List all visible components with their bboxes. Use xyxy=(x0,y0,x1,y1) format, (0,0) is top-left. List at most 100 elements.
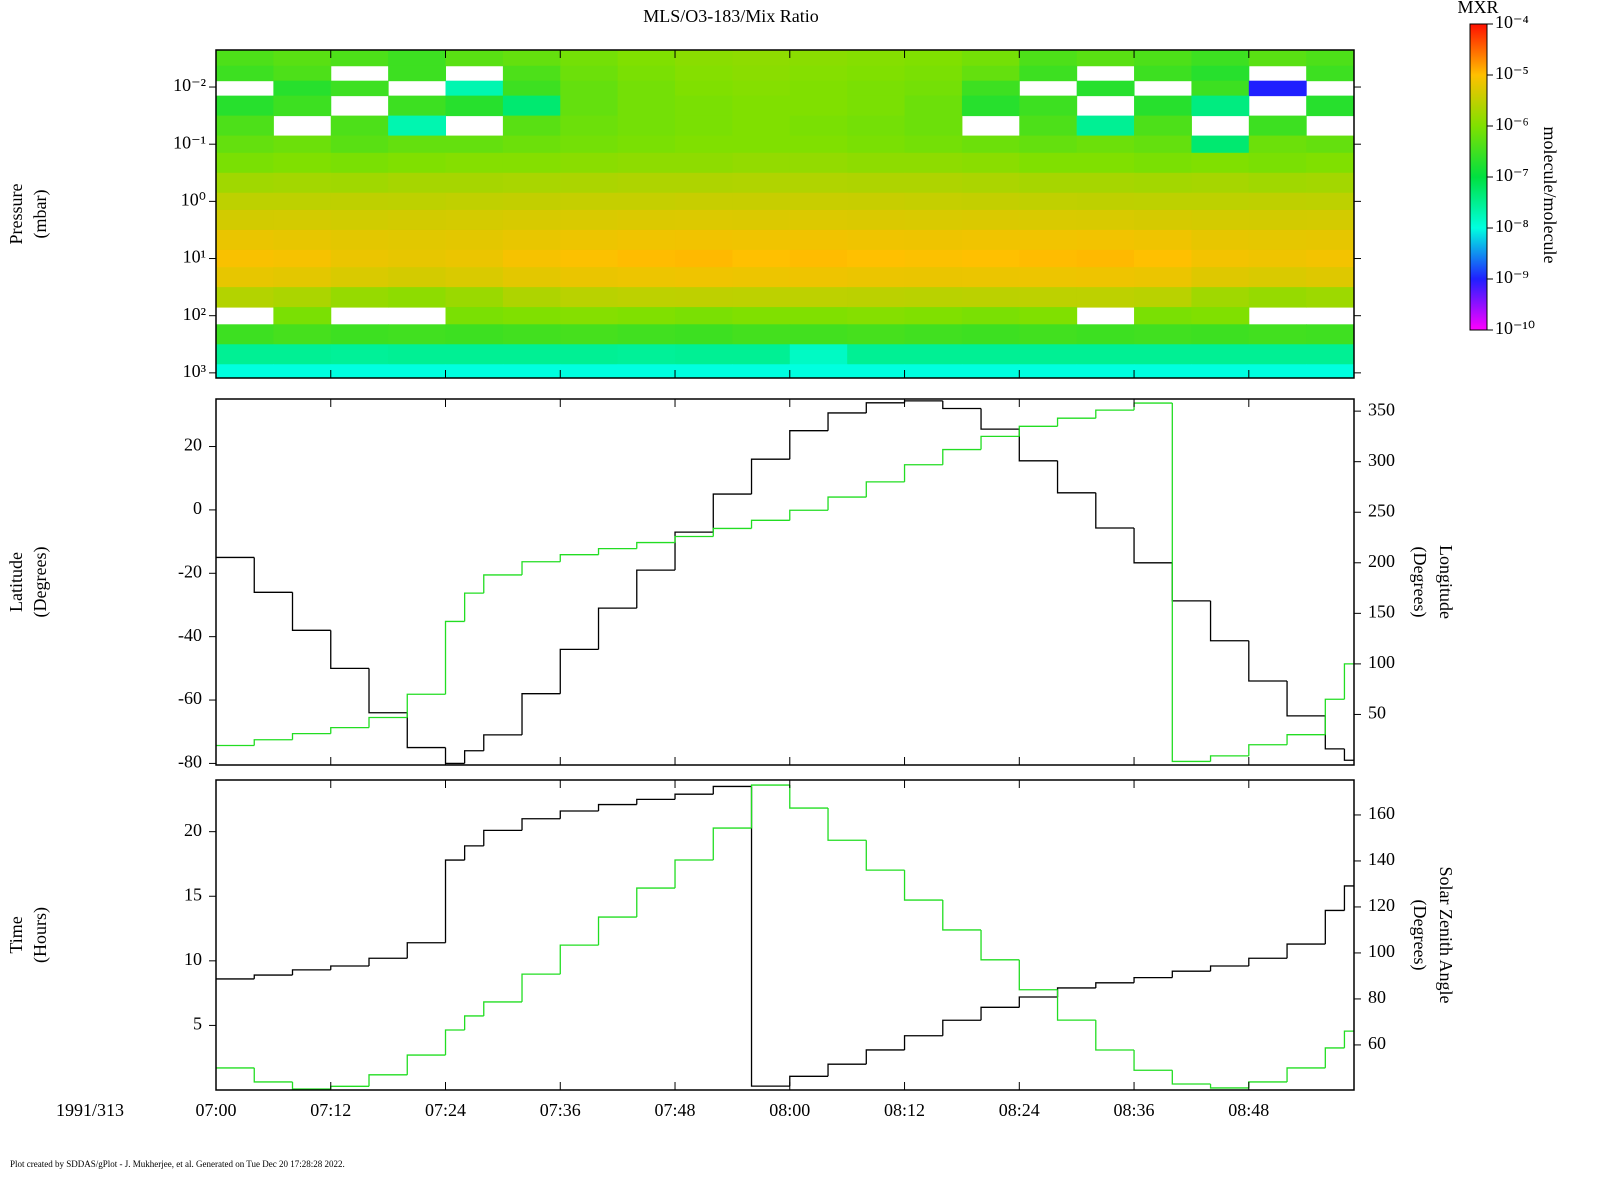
y2-axis-label: (Degrees) xyxy=(1409,547,1430,618)
heatmap-cell xyxy=(388,172,447,194)
heatmap-cell xyxy=(1248,152,1307,174)
date-label: 1991/313 xyxy=(56,1100,124,1120)
heatmap-cell xyxy=(1076,80,1135,97)
heatmap-cell xyxy=(502,249,561,268)
heatmap-cell xyxy=(1134,364,1192,379)
heatmap-cell xyxy=(1191,50,1250,67)
heatmap-cell xyxy=(789,192,848,211)
heatmap-cell xyxy=(1019,287,1078,308)
heatmap-cell xyxy=(617,344,676,365)
heatmap-cell xyxy=(617,95,676,117)
step-line xyxy=(330,726,370,734)
y2-tick-label: 50 xyxy=(1368,703,1386,723)
step-line xyxy=(942,1019,982,1036)
step-line xyxy=(1324,715,1345,750)
heatmap-cell xyxy=(330,50,389,67)
y-tick-label: 10¹ xyxy=(183,247,206,267)
step-line xyxy=(980,435,1020,450)
heatmap-cell xyxy=(560,267,619,288)
heatmap-cell xyxy=(273,152,332,174)
y-tick-label: 10⁰ xyxy=(181,189,206,209)
heatmap-cell xyxy=(1076,152,1135,174)
heatmap-cell xyxy=(1134,209,1192,231)
heatmap-cell xyxy=(732,229,791,251)
heatmap-cell xyxy=(502,152,561,174)
heatmap-cell xyxy=(732,115,791,137)
heatmap-cell xyxy=(1248,344,1307,365)
heatmap-cell xyxy=(1019,95,1078,117)
heatmap-cell xyxy=(904,287,963,308)
heatmap-cell xyxy=(1191,80,1250,97)
step-line xyxy=(521,973,561,1002)
y2-axis-label: Solar Zenith Angle xyxy=(1436,867,1456,1004)
step-line xyxy=(1324,1047,1345,1068)
step-line xyxy=(1133,976,1173,983)
step-line xyxy=(1018,996,1058,1008)
heatmap-cell xyxy=(1134,50,1192,67)
step-line xyxy=(368,716,408,728)
heatmap-cell xyxy=(847,80,906,97)
step-line xyxy=(1324,909,1345,945)
heatmap-cell xyxy=(961,209,1020,231)
heatmap-cell xyxy=(789,152,848,174)
heatmap-cell xyxy=(675,287,733,308)
heatmap-cell xyxy=(502,307,561,325)
heatmap-cell xyxy=(1019,50,1078,67)
step-line xyxy=(712,827,752,861)
heatmap-cell xyxy=(617,249,676,268)
heatmap-cell xyxy=(789,50,848,67)
heatmap-cell xyxy=(216,192,274,211)
step-line xyxy=(330,630,370,670)
colorbar-tick-label: 10⁻⁴ xyxy=(1495,12,1529,32)
heatmap-cell xyxy=(1191,287,1250,308)
step-line xyxy=(1095,982,1135,988)
heatmap-cell xyxy=(330,209,389,231)
step-line xyxy=(1209,755,1249,762)
heatmap-cell xyxy=(502,192,561,211)
heatmap-cell xyxy=(560,287,619,308)
step-line xyxy=(597,916,637,946)
heatmap-cell xyxy=(1076,344,1135,365)
heatmap-cell xyxy=(675,344,733,365)
heatmap-cell xyxy=(330,267,389,288)
step-line xyxy=(827,808,867,841)
step-line xyxy=(483,829,523,846)
heatmap-cell xyxy=(1076,192,1135,211)
heatmap-cell xyxy=(1134,152,1192,174)
heatmap-cell xyxy=(1019,267,1078,288)
heatmap-cell xyxy=(617,229,676,251)
heatmap-cell xyxy=(1248,364,1307,379)
step-line xyxy=(980,929,1020,961)
step-line xyxy=(1343,663,1354,700)
heatmap-cell xyxy=(560,229,619,251)
step-line xyxy=(368,668,408,714)
step-line xyxy=(789,1075,829,1087)
heatmap-cell xyxy=(216,152,274,174)
step-line xyxy=(903,464,943,482)
heatmap-cell xyxy=(904,172,963,194)
heatmap-cell xyxy=(388,287,447,308)
heatmap-cell xyxy=(273,344,332,365)
heatmap-cell xyxy=(1134,65,1192,82)
step-line xyxy=(750,784,790,829)
heatmap-cell xyxy=(732,287,791,308)
heatmap-cell xyxy=(961,267,1020,288)
step-line xyxy=(559,554,599,562)
x-tick-label: 08:12 xyxy=(884,1100,925,1120)
heatmap-cell xyxy=(1019,307,1078,325)
y2-tick-label: 100 xyxy=(1368,652,1395,672)
heatmap-cell xyxy=(675,229,733,251)
heatmap-cell xyxy=(789,324,848,345)
heatmap-cell xyxy=(617,152,676,174)
step-line xyxy=(827,496,867,511)
heatmap-cell xyxy=(1306,135,1355,154)
y2-tick-label: 250 xyxy=(1368,500,1395,520)
heatmap-cell xyxy=(1191,364,1250,379)
heatmap-cell xyxy=(961,307,1020,325)
heatmap-cell xyxy=(1248,115,1307,137)
step-line xyxy=(1056,987,1096,997)
heatmap-cell xyxy=(675,80,733,97)
heatmap-cell xyxy=(445,135,504,154)
heatmap-cell xyxy=(732,135,791,154)
